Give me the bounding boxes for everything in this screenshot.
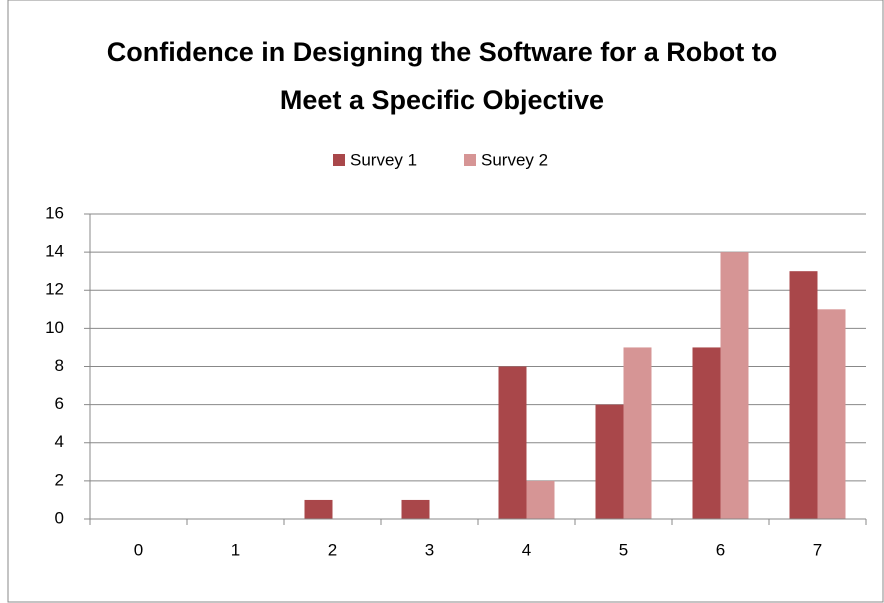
- bar: [623, 347, 652, 519]
- bar: [817, 309, 846, 519]
- bar: [789, 271, 818, 519]
- bar: [498, 366, 527, 519]
- bar: [304, 499, 333, 519]
- x-tick-label: 4: [522, 540, 531, 559]
- x-tick-label: 5: [619, 540, 628, 559]
- chart-title: Confidence in Designing the Software for…: [106, 37, 778, 115]
- y-tick-label: 2: [55, 470, 64, 489]
- y-tick-label: 14: [45, 242, 64, 261]
- bar: [720, 252, 749, 519]
- y-tick-label: 8: [55, 356, 64, 375]
- y-tick-label: 6: [55, 394, 64, 413]
- y-tick-label: 0: [55, 508, 64, 527]
- x-tick-label: 3: [425, 540, 434, 559]
- legend-swatch: [464, 154, 476, 166]
- x-tick-label: 0: [134, 540, 143, 559]
- bar: [526, 480, 555, 519]
- y-tick-label: 12: [45, 280, 64, 299]
- bar: [401, 499, 430, 519]
- x-tick-label: 6: [716, 540, 725, 559]
- x-tick-label: 7: [813, 540, 822, 559]
- bar: [692, 347, 721, 519]
- y-tick-label: 4: [55, 432, 64, 451]
- legend-label: Survey 1: [350, 150, 417, 169]
- y-tick-label: 16: [45, 203, 64, 222]
- x-tick-label: 2: [328, 540, 337, 559]
- legend-swatch: [333, 154, 345, 166]
- bar: [595, 404, 624, 519]
- y-tick-label: 10: [45, 318, 64, 337]
- x-tick-label: 1: [231, 540, 240, 559]
- chart-border: [7, 0, 884, 603]
- legend-label: Survey 2: [481, 150, 548, 169]
